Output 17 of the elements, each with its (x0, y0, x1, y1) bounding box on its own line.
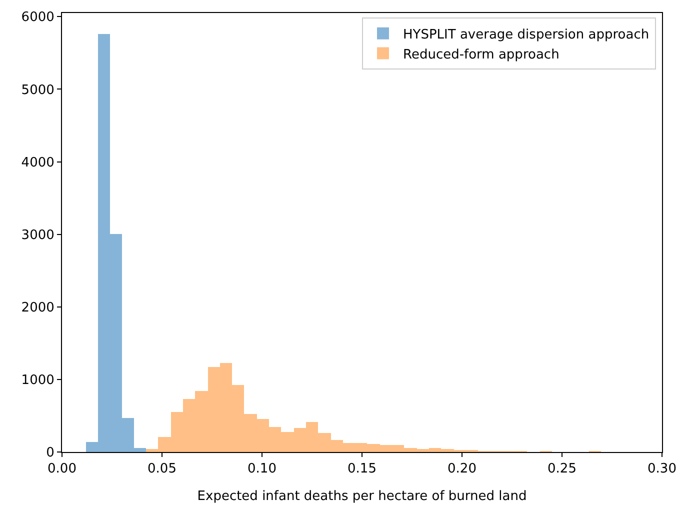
x-tick-label: 0.20 (448, 462, 476, 477)
y-tick-label: 2000 (21, 300, 54, 316)
y-tick-label: 0 (46, 446, 54, 461)
legend-label: Reduced-form approach (403, 47, 560, 62)
x-tick-label: 0.15 (348, 462, 376, 477)
x-tick-label: 0.00 (48, 462, 76, 477)
x-tick-label: 0.10 (248, 462, 276, 477)
y-tick-label: 6000 (21, 10, 54, 26)
y-tick-label: 4000 (21, 155, 54, 170)
x-tick-label: 0.30 (648, 462, 676, 477)
legend-label: HYSPLIT average dispersion approach (403, 27, 650, 42)
x-tick-label: 0.25 (548, 462, 576, 477)
x-axis-title: Expected infant deaths per hectare of burned land (197, 489, 527, 504)
y-tick-label: 5000 (21, 82, 54, 98)
x-tick-label: 0.05 (148, 462, 176, 477)
y-tick-label: 1000 (21, 372, 54, 388)
y-tick-label: 3000 (21, 228, 54, 243)
